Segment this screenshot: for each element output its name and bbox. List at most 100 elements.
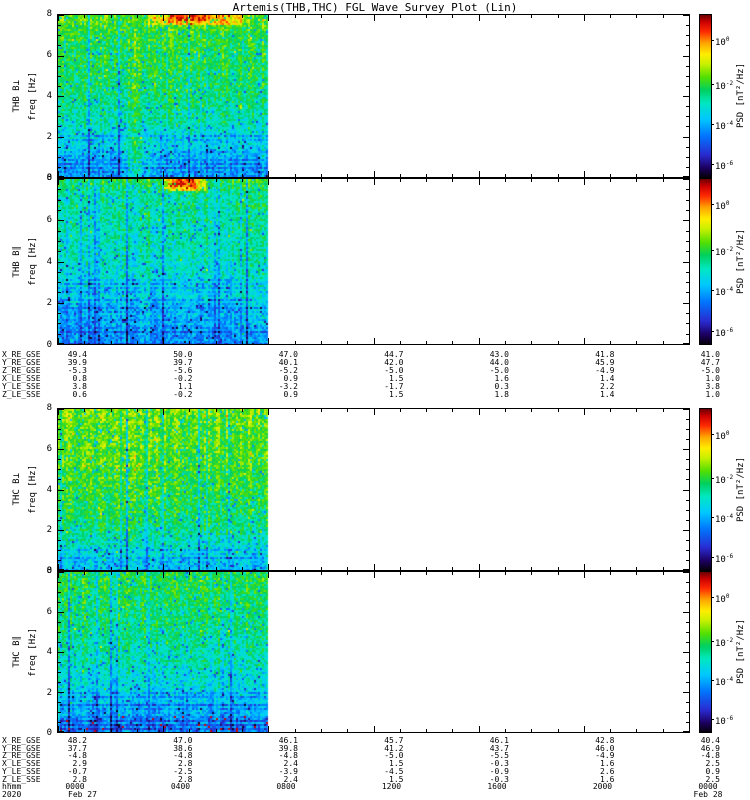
annotation-row-label: Z_RE_GSE — [2, 751, 41, 761]
annotation-value: 37.7 — [67, 743, 87, 753]
annotation-value: 1.1 — [178, 382, 193, 391]
annotation-value: 48.2 — [67, 736, 87, 745]
y-tick — [58, 572, 64, 573]
annotation-value: 43.0 — [489, 350, 509, 359]
y-tick — [58, 137, 64, 138]
x-tick — [347, 567, 348, 570]
x-tick — [137, 567, 138, 570]
y-tick — [58, 459, 61, 460]
y-tick — [686, 45, 689, 46]
annotation-value: -5.0 — [384, 751, 404, 761]
colorbar-tick — [711, 84, 714, 85]
annotation-value: 40.4 — [700, 736, 720, 745]
x-tick — [189, 341, 190, 344]
y-tick — [58, 292, 61, 293]
panel-label-thb-bperp: THB B⊥ — [10, 14, 24, 178]
y-tick-label: 0 — [46, 340, 52, 350]
x-tick — [400, 174, 401, 177]
y-tick — [686, 560, 689, 561]
y-tick — [58, 15, 64, 16]
panel-label-text: THC B⊥ — [12, 473, 22, 506]
colorbar-gradient — [700, 409, 711, 570]
x-tick — [505, 341, 506, 344]
y-tick — [683, 343, 689, 344]
x-tick — [137, 729, 138, 732]
x-tick — [84, 341, 85, 344]
y-tick — [686, 632, 689, 633]
x-tick — [426, 729, 427, 732]
x-tick — [452, 409, 453, 412]
x-tick — [400, 15, 401, 18]
colorbar-gradient — [700, 179, 711, 344]
x-tick — [242, 179, 243, 182]
y-tick — [58, 303, 64, 304]
x-tick — [452, 174, 453, 177]
y-tick — [686, 272, 689, 273]
time-tick-label: 1600 — [487, 782, 507, 792]
x-tick — [479, 171, 480, 177]
annotation-value: -4.8 — [173, 751, 193, 761]
x-tick — [610, 174, 611, 177]
y-tick — [686, 712, 689, 713]
x-tick — [321, 567, 322, 570]
x-tick — [689, 338, 690, 344]
annotation-value: 46.1 — [278, 736, 298, 745]
x-tick — [268, 564, 269, 570]
colorbar-tick-label: 10-4 — [715, 513, 734, 526]
x-tick — [610, 409, 611, 412]
x-tick — [531, 729, 532, 732]
plot-title: Artemis(THB,THC) FGL Wave Survey Plot (L… — [232, 1, 518, 14]
annotation-value: 1.5 — [389, 774, 404, 784]
annotation-value: 0.9 — [705, 766, 720, 776]
time-tick-label: 0000 — [698, 782, 718, 792]
y-tick — [686, 510, 689, 511]
x-tick — [242, 567, 243, 570]
x-tick — [321, 179, 322, 182]
annotation-row-label: Y_LE_SSE — [2, 382, 41, 391]
colorbar-tick-label: 10-4 — [715, 120, 734, 133]
y-tick — [58, 200, 61, 201]
x-tick — [189, 179, 190, 182]
y-tick — [686, 550, 689, 551]
x-tick — [163, 179, 164, 185]
y-tick — [58, 582, 61, 583]
y-tick — [58, 241, 61, 242]
x-tick — [295, 174, 296, 177]
y-tick — [58, 712, 61, 713]
x-tick — [321, 341, 322, 344]
x-tick — [426, 567, 427, 570]
x-tick — [137, 179, 138, 182]
y-tick — [58, 282, 61, 283]
y-tick-label: 4 — [46, 256, 52, 267]
colorbar-tick-label: 10-6 — [715, 553, 734, 566]
x-tick — [216, 409, 217, 412]
colorbar-tick-label: 10-6 — [715, 326, 734, 339]
y-tick — [686, 459, 689, 460]
x-tick — [216, 174, 217, 177]
x-tick — [163, 171, 164, 177]
y-tick — [58, 262, 64, 263]
x-tick — [505, 409, 506, 412]
y-tick — [58, 510, 61, 511]
colorbar-gradient — [700, 15, 711, 177]
x-tick — [189, 567, 190, 570]
colorbar-tick — [711, 719, 714, 720]
y-tick — [58, 419, 61, 420]
colorbar-tick — [711, 434, 714, 435]
y-tick — [58, 592, 61, 593]
x-tick — [558, 179, 559, 182]
colorbar-tick — [711, 250, 714, 251]
year-label: 2020 — [2, 789, 22, 799]
y-tick — [683, 137, 689, 138]
y-tick — [58, 86, 61, 87]
y-tick — [58, 66, 61, 67]
x-tick — [347, 409, 348, 412]
annotation-value: 47.7 — [700, 358, 720, 367]
y-axis-label-text: freq [Hz] — [28, 71, 38, 121]
annotation-value: 2.5 — [705, 774, 720, 784]
y-tick — [58, 612, 64, 613]
annotation-row-label: Z_RE_GSE — [2, 366, 41, 375]
y-tick — [686, 189, 689, 190]
y-tick — [58, 220, 64, 221]
